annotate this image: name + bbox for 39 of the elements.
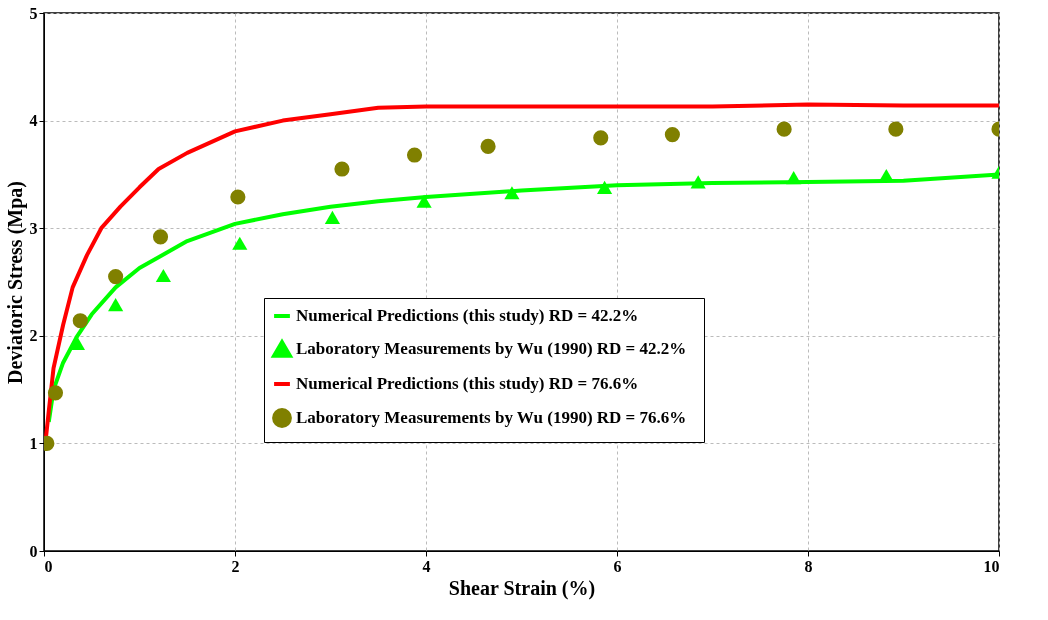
y-tick-label: 4 [29, 112, 38, 130]
point [690, 175, 706, 189]
legend-label: Numerical Predictions (this study) RD = 76.6% [296, 374, 639, 393]
y-tick-label: 0 [29, 542, 38, 560]
legend-label: Numerical Predictions (this study) RD = 42.2% [296, 306, 639, 325]
point [888, 121, 904, 137]
point [776, 121, 792, 137]
point [334, 161, 350, 177]
y-tick-label: 3 [29, 219, 38, 237]
point [72, 313, 88, 329]
x-tick-label: 6 [613, 557, 622, 575]
point [664, 127, 680, 143]
point [597, 180, 613, 194]
point [152, 229, 169, 245]
y-tick-label: 1 [29, 434, 38, 452]
x-tick-label: 10 [983, 557, 1000, 575]
point [786, 171, 802, 185]
point [108, 269, 124, 285]
point [406, 147, 423, 163]
point [593, 130, 609, 146]
x-tick-label: 0 [44, 557, 53, 575]
x-tick-label: 2 [231, 557, 240, 575]
x-tick-label: 4 [422, 557, 431, 575]
point [480, 138, 496, 154]
x-tick-label: 8 [804, 557, 813, 575]
y-tick-label: 2 [29, 327, 38, 345]
legend-label: Laboratory Measurements by Wu (1990) RD = 76.6% [296, 408, 687, 427]
point [504, 186, 520, 200]
legend-label: Laboratory Measurements by Wu (1990) RD = 42.2% [296, 339, 687, 358]
point [324, 210, 340, 225]
point [416, 194, 432, 208]
point [232, 236, 248, 250]
point [108, 298, 124, 312]
x-axis-title: Shear Strain (%) [448, 576, 596, 600]
y-tick-label: 5 [29, 4, 38, 22]
point [47, 385, 64, 401]
point [230, 189, 246, 205]
point [155, 268, 171, 283]
y-axis-title: Deviatoric Stress (Mpa) [3, 181, 27, 384]
